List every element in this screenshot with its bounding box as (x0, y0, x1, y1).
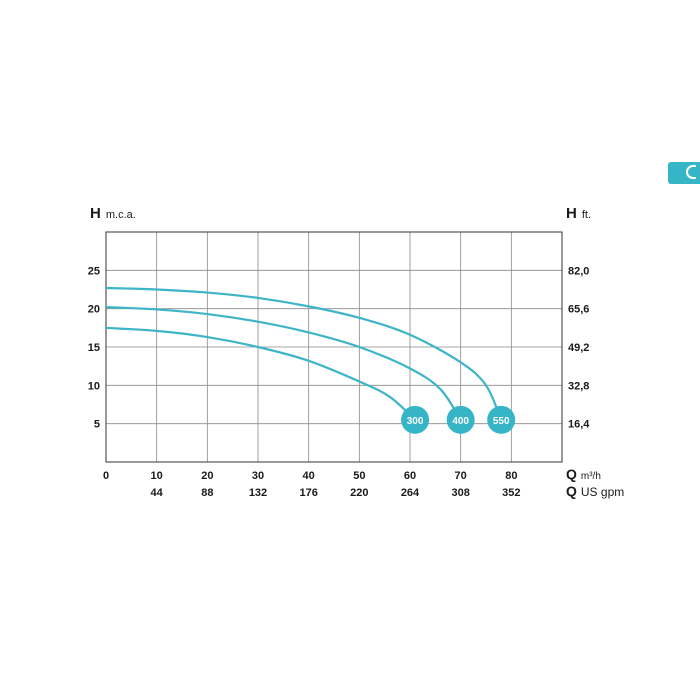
series-label-300: 300 (407, 416, 424, 427)
x-axis-unit: m³/h (581, 471, 601, 482)
x-tick-label: 20 (201, 470, 213, 482)
x2-tick-label: 88 (201, 487, 213, 499)
x-tick-label: 50 (353, 470, 365, 482)
tab-glyph-icon (686, 165, 696, 179)
y-tick-label-right: 16,4 (568, 419, 590, 431)
x2-tick-label: 264 (401, 487, 420, 499)
series-label-550: 550 (493, 416, 510, 427)
left-axis-symbol: H (90, 205, 101, 222)
y-tick-label-left: 10 (88, 380, 100, 392)
x-tick-label: 40 (303, 470, 315, 482)
x2-tick-label: 308 (451, 487, 469, 499)
side-tab[interactable] (668, 162, 700, 184)
x2-tick-label: 352 (502, 487, 520, 499)
y-tick-label-right: 82,0 (568, 265, 589, 277)
y-tick-label-right: 65,6 (568, 304, 589, 316)
y-tick-label-left: 5 (94, 419, 100, 431)
x-tick-label: 70 (455, 470, 467, 482)
x-axis-symbol: Q (566, 466, 577, 482)
y-tick-label-right: 49,2 (568, 342, 589, 354)
x-tick-label: 10 (151, 470, 163, 482)
y-tick-label-left: 20 (88, 304, 100, 316)
right-axis-symbol: H (566, 205, 577, 222)
x2-tick-label: 132 (249, 487, 267, 499)
y-tick-label-left: 25 (88, 265, 100, 277)
right-axis-unit: ft. (582, 209, 591, 221)
series-marker-550 (487, 405, 516, 434)
x2-axis-unit: US gpm (581, 485, 624, 499)
x-tick-label: 30 (252, 470, 264, 482)
series-line-400 (105, 306, 462, 421)
x2-tick-label: 44 (151, 487, 164, 499)
left-axis-unit: m.c.a. (106, 209, 136, 221)
series-label-400: 400 (452, 416, 469, 427)
series-marker-400 (446, 405, 475, 434)
series-line-550 (105, 286, 503, 421)
x-tick-label: 80 (505, 470, 517, 482)
y-tick-label-right: 32,8 (568, 380, 589, 392)
series-line-300 (105, 326, 416, 421)
series-marker-300 (401, 405, 430, 434)
x-tick-label: 60 (404, 470, 416, 482)
x2-axis-symbol: Q (566, 483, 577, 499)
x2-tick-label: 220 (350, 487, 368, 499)
y-tick-label-left: 15 (88, 342, 100, 354)
x2-tick-label: 176 (299, 487, 317, 499)
x-tick-label: 0 (103, 470, 109, 482)
plot-frame (105, 231, 563, 463)
x2-axis-title: Q US gpm (566, 483, 624, 499)
